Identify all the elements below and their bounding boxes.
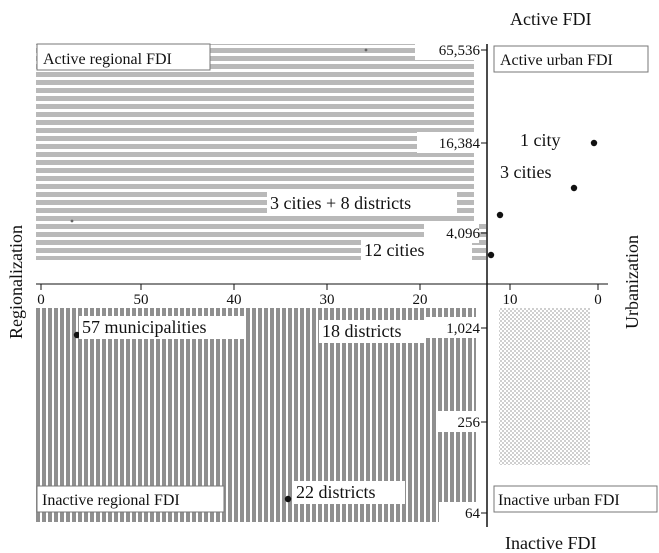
x-tick-label: 0 [594,292,602,308]
faint-mark [364,48,368,52]
data-point [590,139,598,147]
svg-text:Inactive urban FDI: Inactive urban FDI [498,492,620,509]
point-label-bg [319,320,425,343]
point-label-bg [267,192,457,215]
x-tick-label: 40 [227,292,242,308]
y-tick-label-bg [424,317,479,338]
x-tick-label: 30 [320,292,335,308]
svg-text:Inactive regional FDI: Inactive regional FDI [42,492,180,509]
point-label: 3 cities + 8 districts [270,193,411,213]
data-point [487,251,495,259]
svg-text:Active urban FDI: Active urban FDI [500,52,613,69]
svg-text:Active regional FDI: Active regional FDI [43,51,172,68]
x-tick-label: 20 [413,292,428,308]
point-label-bg [79,316,244,339]
y-tick-label-bg [417,132,479,153]
data-point [570,184,578,192]
point-label: 22 districts [296,482,376,502]
x-tick-label: 50 [134,292,149,308]
point-label: 1 city [520,130,561,150]
y-tick-label: 4,096 [446,226,480,242]
quadrant-label-inactive-urban: Inactive urban FDI [493,485,658,513]
y-tick-label-bg [424,222,479,243]
data-point [284,495,292,503]
title-urbanization: Urbanization [622,235,642,329]
inactive-urban-area [499,308,590,465]
y-tick-label: 16,384 [439,136,481,152]
title-regionalization: Regionalization [6,225,26,339]
y-tick-label: 1,024 [446,321,480,337]
point-label-bg [361,239,472,262]
title-inactive-fdi: Inactive FDI [505,533,596,553]
x-tick-label: 10 [503,292,518,308]
quadrant-label-inactive-regional: Inactive regional FDI [36,485,225,513]
faint-mark [70,219,74,223]
y-tick-label-bg [439,502,479,523]
y-tick-label: 256 [458,415,481,431]
y-tick-label: 64 [465,506,481,522]
point-label: 12 cities [364,240,425,260]
y-tick-label-bg [436,411,479,432]
point-label: 3 cities [500,162,552,182]
point-label: 57 municipalities [82,317,206,337]
quadrant-label-active-urban: Active urban FDI [493,45,649,73]
data-point [496,211,504,219]
active-regional-area [36,44,474,260]
point-label: 18 districts [322,321,402,341]
data-point [73,331,81,339]
title-active-fdi: Active FDI [510,9,591,29]
y-tick-label-bg [415,39,479,60]
y-tick-label: 65,536 [439,43,481,59]
quadrant-label-active-regional: Active regional FDI [36,43,211,71]
point-label-bg [293,481,405,504]
x-tick-label: 0 [37,292,45,308]
